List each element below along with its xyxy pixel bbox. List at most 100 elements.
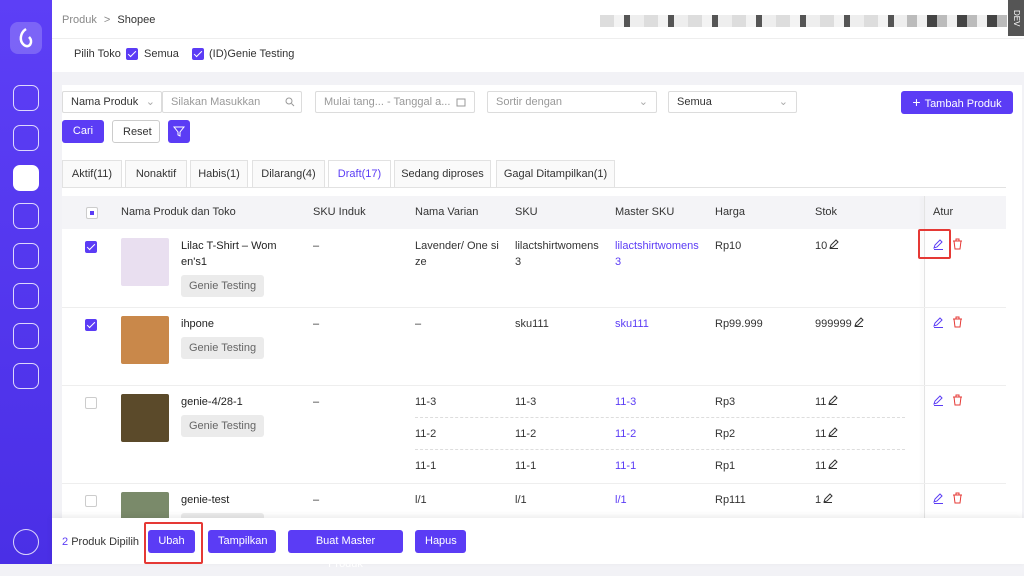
price: Rp10 — [715, 240, 742, 252]
stock-value: 11 — [815, 460, 827, 472]
stock-value: 1 — [815, 494, 822, 506]
edit-stock-icon[interactable] — [821, 493, 833, 506]
sort-select[interactable]: Sortir dengan ⌄ — [487, 91, 657, 113]
nav-support[interactable] — [13, 529, 39, 555]
delete-button[interactable]: Hapus — [415, 530, 466, 553]
master-sku[interactable]: l/1 — [615, 494, 627, 506]
tab[interactable]: Gagal Ditampilkan(1) — [496, 160, 615, 187]
sku-induk: – — [313, 396, 320, 408]
sku: 11-1 — [515, 460, 537, 472]
tab[interactable]: Nonaktif — [125, 160, 187, 187]
row-checkbox[interactable] — [85, 397, 97, 409]
stock-value: 999999 — [815, 318, 852, 330]
tab[interactable]: Draft(17) — [328, 160, 391, 188]
nav-inventory[interactable] — [13, 203, 39, 229]
actions — [933, 492, 963, 507]
tab[interactable]: Dilarang(4) — [252, 160, 325, 187]
status-select[interactable]: Semua ⌄ — [668, 91, 797, 113]
master-product-button[interactable]: Buat Master Produk — [288, 530, 403, 570]
row-checkbox[interactable] — [85, 241, 97, 253]
nav-orders[interactable] — [13, 125, 39, 151]
master-sku[interactable]: 11-3 — [615, 396, 637, 408]
price: Rp3 — [715, 396, 736, 408]
tabs-line — [62, 187, 1006, 188]
product-info: ihpone Genie Testing — [181, 316, 281, 359]
breadcrumb: Produk > Shopee — [62, 14, 155, 26]
row-checkbox[interactable] — [85, 495, 97, 507]
search-button[interactable]: Cari — [62, 120, 104, 143]
actions — [933, 238, 963, 253]
selection-info: 2 Produk Dipilih — [62, 536, 139, 548]
field-select[interactable]: Nama Produk ⌄ — [62, 91, 162, 113]
add-product-text: Tambah Produk — [924, 98, 1002, 110]
edit-icon[interactable] — [933, 239, 944, 253]
nav-reports[interactable] — [13, 323, 39, 349]
tab[interactable]: Aktif(11) — [62, 160, 122, 187]
nav-products[interactable] — [13, 165, 39, 191]
delete-icon[interactable] — [952, 316, 963, 331]
tab[interactable]: Habis(1) — [190, 160, 248, 187]
page: {"breadcrumb":{"parent":"Produk","separa… — [0, 0, 1024, 564]
breadcrumb-parent[interactable]: Produk — [62, 14, 97, 26]
edit-icon[interactable] — [933, 395, 944, 409]
highlight-box — [918, 229, 951, 259]
stock-value: 11 — [815, 396, 827, 408]
blurred-user — [907, 15, 1007, 27]
edit-stock-icon[interactable] — [852, 317, 864, 330]
store-tag: Genie Testing — [181, 513, 265, 518]
edit-icon[interactable] — [933, 493, 944, 507]
edit-stock-icon[interactable] — [826, 427, 839, 440]
checkbox[interactable] — [192, 48, 204, 60]
selected-count: 2 — [62, 536, 69, 548]
field-select-text: Nama Produk — [71, 96, 139, 108]
row-checkbox[interactable] — [85, 319, 97, 331]
sidebar — [0, 0, 52, 564]
column-header: Stok — [815, 206, 838, 218]
product-name: ihpone — [181, 318, 215, 330]
select-all-checkbox[interactable] — [86, 207, 98, 219]
tab[interactable]: Sedang diproses — [394, 160, 491, 187]
edit-stock-icon[interactable] — [827, 239, 839, 252]
nav-chat[interactable] — [13, 363, 39, 389]
sku-induk: – — [313, 240, 320, 252]
date-end: Tanggal a... — [393, 96, 451, 108]
edit-icon[interactable] — [933, 317, 944, 331]
search-input[interactable]: Silakan Masukkan — [162, 91, 302, 113]
product-info: genie-4/28-1 Genie Testing — [181, 394, 281, 437]
product-table: Nama Produk dan Toko SKU Induk Nama Varian… — [62, 196, 1006, 518]
show-button[interactable]: Tampilkan — [208, 530, 276, 553]
delete-icon[interactable] — [952, 394, 963, 409]
product-image — [121, 394, 169, 442]
stock-value: 10 — [815, 240, 828, 252]
reset-button[interactable]: Reset — [112, 120, 160, 143]
variant-name: – — [415, 318, 422, 330]
checkbox[interactable] — [126, 48, 138, 60]
master-sku[interactable]: 11-1 — [615, 460, 637, 472]
date-range[interactable]: Mulai tang... - Tanggal a... — [315, 91, 475, 113]
sort-text: Sortir dengan — [496, 96, 563, 108]
nav-dashboard[interactable] — [13, 85, 39, 111]
delete-icon[interactable] — [952, 238, 963, 253]
sku: 11-3 — [515, 396, 537, 408]
nav-promo[interactable] — [13, 243, 39, 269]
price: Rp111 — [715, 494, 746, 506]
master-sku[interactable]: 11-2 — [615, 428, 637, 440]
edit-stock-icon[interactable] — [826, 395, 839, 408]
store-option[interactable]: (ID)Genie Testing — [209, 48, 295, 60]
master-sku[interactable]: lilactshirtwomens3 — [615, 240, 699, 268]
blurred-info — [600, 15, 920, 27]
variant-name: Lavender/ One size — [415, 240, 499, 268]
nav-customers[interactable] — [13, 283, 39, 309]
row-divider — [62, 483, 1006, 484]
edit-stock-icon[interactable] — [826, 459, 839, 472]
date-start: Mulai tang... — [324, 96, 384, 108]
product-image — [121, 316, 169, 364]
master-sku[interactable]: sku111 — [615, 318, 649, 330]
store-option[interactable]: Semua — [144, 48, 179, 60]
stock: 999999 — [815, 316, 864, 332]
edit-button[interactable]: Ubah — [148, 530, 195, 553]
filter-button[interactable] — [168, 120, 190, 143]
stock-value: 11 — [815, 428, 827, 440]
add-product-button[interactable]: + Tambah Produk — [901, 91, 1013, 114]
delete-icon[interactable] — [952, 492, 963, 507]
